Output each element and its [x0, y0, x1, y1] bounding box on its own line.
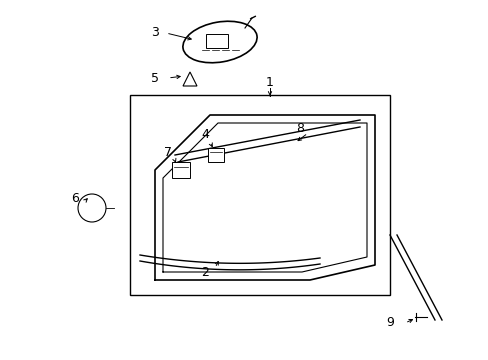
Text: 2: 2 — [201, 266, 208, 279]
Text: 5: 5 — [151, 72, 159, 85]
Text: 9: 9 — [385, 316, 393, 329]
Bar — [172, 162, 190, 178]
Text: 3: 3 — [151, 26, 159, 39]
Text: 4: 4 — [201, 129, 208, 141]
FancyArrowPatch shape — [250, 16, 255, 19]
Circle shape — [78, 194, 106, 222]
Bar — [205, 34, 227, 48]
Text: 8: 8 — [295, 122, 304, 135]
Bar — [130, 95, 389, 295]
Text: 7: 7 — [163, 145, 172, 158]
Bar — [207, 148, 224, 162]
Text: 1: 1 — [265, 76, 273, 89]
Text: 6: 6 — [71, 192, 79, 204]
Polygon shape — [183, 72, 197, 86]
Ellipse shape — [183, 21, 257, 63]
